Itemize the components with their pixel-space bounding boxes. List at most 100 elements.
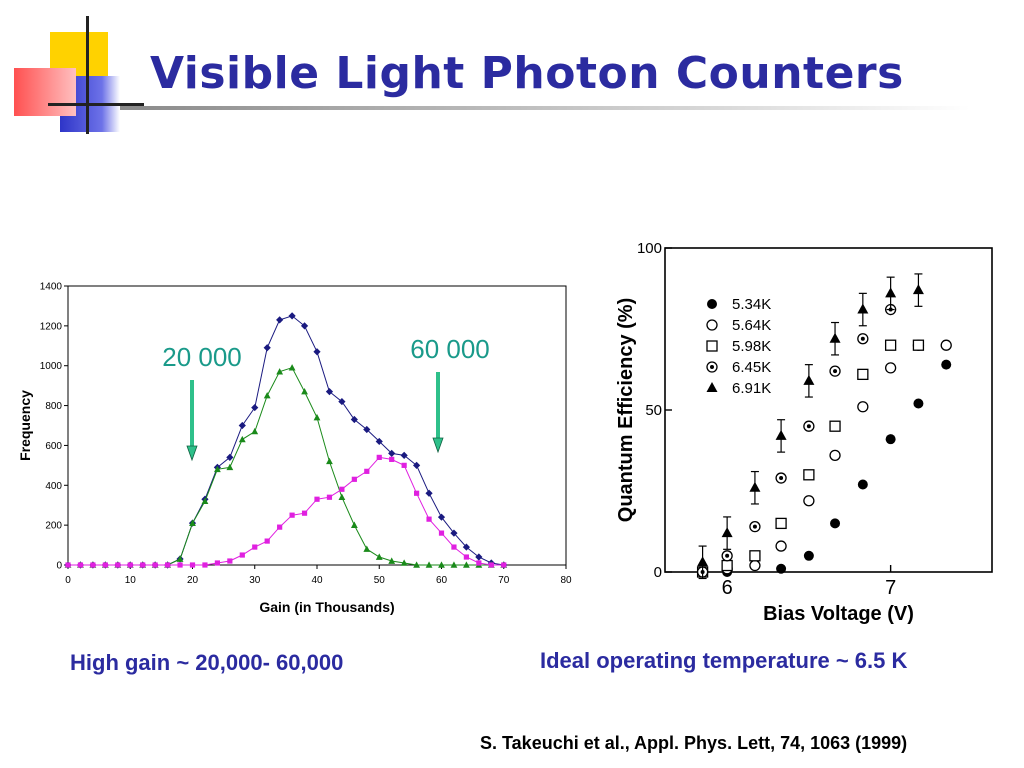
data-point xyxy=(238,421,246,430)
series-5.98K xyxy=(696,339,925,578)
x-tick-label: 40 xyxy=(311,575,323,586)
data-point xyxy=(350,521,358,528)
data-point xyxy=(339,486,345,492)
data-point xyxy=(885,434,896,445)
data-point xyxy=(127,562,133,568)
y-tick-label: 600 xyxy=(45,441,62,452)
data-point-center xyxy=(833,369,838,374)
y-tick-label: 1200 xyxy=(40,321,63,332)
data-point xyxy=(438,561,445,568)
data-point xyxy=(775,540,787,552)
data-point xyxy=(239,552,245,558)
data-point xyxy=(102,562,108,568)
data-point xyxy=(426,516,432,522)
annotation-label: 60 000 xyxy=(410,334,490,364)
data-point-center xyxy=(779,476,784,481)
data-point xyxy=(277,524,283,530)
data-point xyxy=(463,554,469,560)
data-point xyxy=(389,456,395,462)
annotation-arrow-head xyxy=(432,437,444,454)
series-5.64K xyxy=(696,339,952,578)
data-point xyxy=(803,550,814,561)
data-point xyxy=(940,339,952,351)
y-tick-label: 800 xyxy=(45,401,62,412)
data-point xyxy=(351,476,357,482)
legend-label: 5.98K xyxy=(732,338,771,355)
quantum-efficiency-chart: 0 50 100 6 7 Bias Voltage (V) Quantum Efficien… xyxy=(615,240,993,625)
data-point xyxy=(276,368,284,375)
data-point xyxy=(857,479,868,490)
legend-marker xyxy=(706,319,718,331)
y-tick-label: 100 xyxy=(637,240,662,257)
data-point xyxy=(214,560,220,566)
data-point-center xyxy=(860,336,865,341)
data-point xyxy=(857,368,869,381)
legend-marker xyxy=(706,382,718,392)
data-point xyxy=(252,544,258,550)
data-point xyxy=(451,544,457,550)
y-tick-label: 50 xyxy=(645,402,662,419)
data-point xyxy=(401,462,407,468)
data-point xyxy=(913,398,924,409)
gain-histogram-chart: 0 10 20 30 40 50 60 70 8002004006008001000120014… xyxy=(17,282,572,616)
data-point xyxy=(363,545,371,552)
data-point xyxy=(830,518,841,529)
y-tick-label: 1400 xyxy=(40,282,63,293)
data-point xyxy=(450,529,458,537)
data-point xyxy=(301,388,308,395)
data-point xyxy=(189,562,196,568)
y-axis-label: Frequency xyxy=(17,390,33,461)
data-point xyxy=(314,496,320,502)
plot-frame xyxy=(664,247,993,573)
data-point xyxy=(288,364,296,371)
x-tick-label: 50 xyxy=(374,575,386,586)
data-point-center xyxy=(806,424,811,429)
data-point xyxy=(775,429,787,440)
data-point xyxy=(885,287,897,298)
data-point xyxy=(912,284,924,295)
x-axis-label: Bias Voltage (V) xyxy=(763,603,914,625)
data-point xyxy=(251,427,259,435)
y-tick-label: 0 xyxy=(56,561,62,572)
data-point xyxy=(364,468,370,474)
data-point xyxy=(829,420,841,432)
data-point xyxy=(501,562,507,568)
data-point xyxy=(115,562,121,568)
red-square xyxy=(14,68,76,116)
x-tick-label: 0 xyxy=(65,575,71,586)
x-axis-label: Gain (in Thousands) xyxy=(259,599,394,615)
data-point xyxy=(829,332,841,343)
data-point xyxy=(176,555,184,562)
data-point xyxy=(488,562,494,568)
legend-marker xyxy=(706,340,718,352)
data-point xyxy=(363,425,371,434)
data-point xyxy=(189,519,196,526)
data-point xyxy=(697,556,709,567)
data-point xyxy=(288,312,296,320)
data-point xyxy=(375,553,383,560)
series-6.91K xyxy=(697,273,924,580)
data-point xyxy=(301,510,308,516)
legend-marker xyxy=(707,299,717,309)
data-point xyxy=(475,553,483,561)
data-point xyxy=(425,561,433,568)
data-point xyxy=(152,562,158,568)
data-point xyxy=(803,469,815,481)
data-point xyxy=(226,463,234,471)
data-point xyxy=(177,562,183,568)
data-point xyxy=(462,543,470,551)
legend-marker-center xyxy=(710,365,714,369)
data-point xyxy=(476,560,482,566)
y-tick-label: 0 xyxy=(654,564,662,581)
data-point xyxy=(263,392,271,399)
data-point xyxy=(201,497,209,505)
citation: S. Takeuchi et al., Appl. Phys. Lett, 74… xyxy=(480,733,908,753)
data-point xyxy=(425,489,433,497)
data-point xyxy=(227,558,233,564)
data-point xyxy=(884,339,897,351)
data-point xyxy=(414,490,420,496)
data-point xyxy=(775,517,787,530)
data-point xyxy=(803,374,815,385)
data-point xyxy=(857,401,869,413)
x-tick-label: 20 xyxy=(187,575,199,586)
